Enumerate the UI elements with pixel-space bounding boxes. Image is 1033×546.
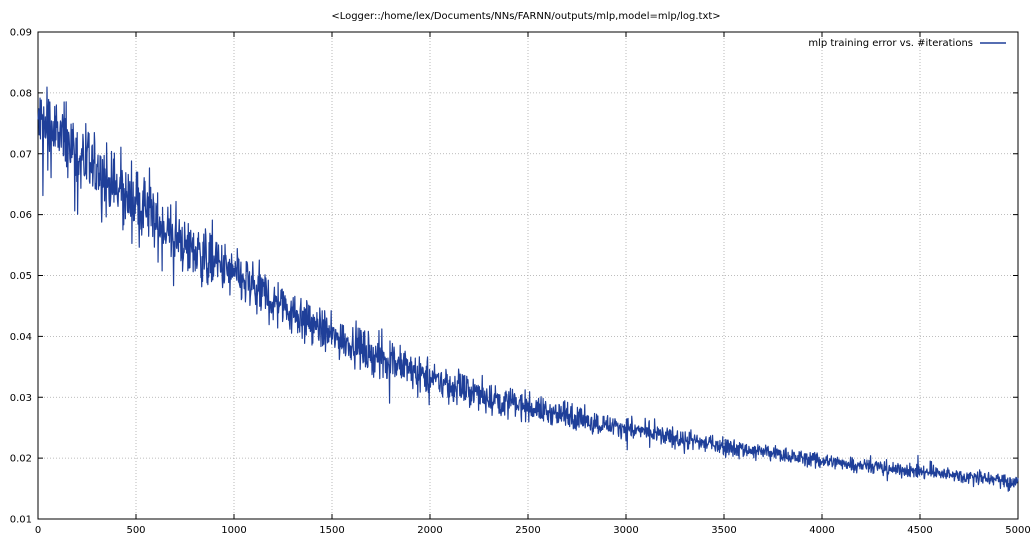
- y-tick-label: 0.07: [10, 149, 32, 160]
- series-layer: [37, 86, 1019, 492]
- x-tick-label: 4000: [809, 525, 834, 536]
- x-axis: 0 500 1000 1500 2000 2500 3000 3500 4000 4500 5000: [35, 32, 1031, 536]
- x-tick-label: 2500: [515, 525, 540, 536]
- y-axis: 0.01 0.02 0.03 0.04 0.05 0.06 0.07 0.08 0.09: [10, 28, 1018, 526]
- y-tick-label: 0.04: [10, 332, 32, 343]
- y-tick-label: 0.08: [10, 88, 32, 99]
- series-line: [37, 86, 1019, 492]
- y-tick-label: 0.03: [10, 393, 32, 404]
- x-tick-label: 5000: [1005, 525, 1030, 536]
- x-tick-label: 4500: [907, 525, 932, 536]
- y-tick-label: 0.06: [10, 210, 32, 221]
- x-tick-label: 0: [35, 525, 41, 536]
- y-tick-label: 0.01: [10, 515, 32, 526]
- x-tick-label: 1000: [221, 525, 246, 536]
- x-tick-label: 3000: [613, 525, 638, 536]
- x-tick-label: 500: [126, 525, 145, 536]
- x-tick-label: 1500: [319, 525, 344, 536]
- grid-lines: [38, 32, 1018, 519]
- legend-label: mlp training error vs. #iterations: [808, 38, 973, 49]
- x-tick-label: 3500: [711, 525, 736, 536]
- y-tick-label: 0.09: [10, 28, 32, 39]
- y-tick-label: 0.02: [10, 454, 32, 465]
- legend: mlp training error vs. #iterations: [808, 38, 1006, 49]
- y-tick-label: 0.05: [10, 271, 32, 282]
- x-tick-label: 2000: [417, 525, 442, 536]
- chart-title: <Logger::/home/lex/Documents/NNs/FARNN/o…: [331, 11, 720, 22]
